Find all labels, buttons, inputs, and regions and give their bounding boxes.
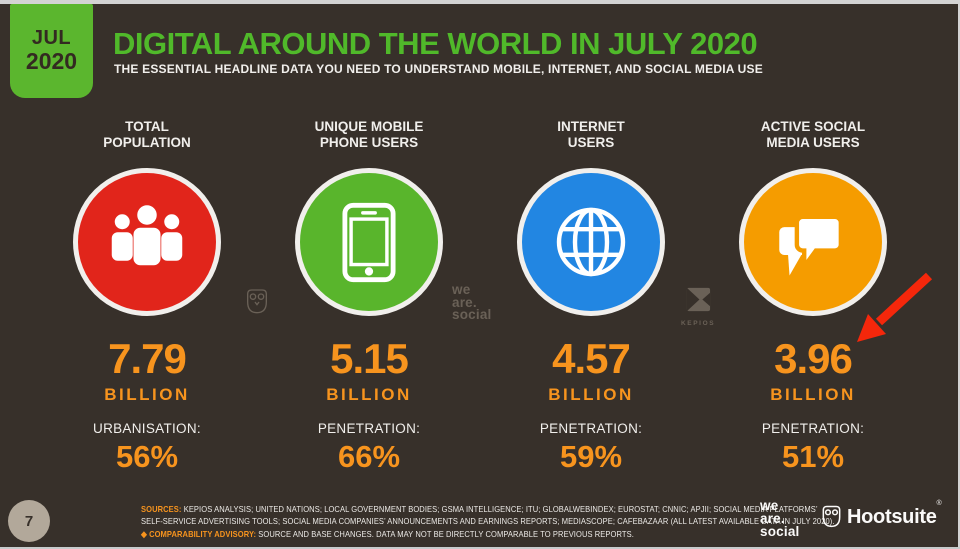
stat-column-total-population: TOTAL POPULATION 7.79 BILLION URBANISATI… (36, 119, 258, 472)
sources-text: SOURCES: KEPIOS ANALYSIS; UNITED NATIONS… (141, 503, 835, 540)
metric-value: 59% (559, 438, 623, 474)
we-are-social-watermark: we are. social (452, 282, 492, 322)
hootsuite-owl-icon (822, 505, 841, 528)
stat-column-mobile-users: UNIQUE MOBILE PHONE USERS 5.15 BILLION P… (258, 119, 480, 472)
bottom-edge-strip (0, 547, 960, 549)
globe-icon (556, 207, 626, 277)
stat-unit: BILLION (326, 385, 412, 404)
mobile-circle (295, 168, 443, 316)
badge-month: JUL (31, 27, 72, 50)
stat-value: 7.79 (108, 335, 187, 382)
date-badge: JUL 2020 (10, 4, 93, 98)
stats-grid: TOTAL POPULATION 7.79 BILLION URBANISATI… (36, 119, 924, 472)
kepios-watermark-label: KEPIOS (681, 320, 716, 327)
top-edge-strip (0, 0, 960, 4)
stat-title: TOTAL POPULATION (103, 119, 191, 150)
stat-column-internet-users: INTERNET USERS 4.57 BILLION PENETRATION:… (480, 119, 702, 472)
stat-value-highlighted: 3.96 (774, 335, 853, 382)
we-are-social-logo: we are. social (760, 498, 800, 539)
stat-unit: BILLION (770, 385, 856, 404)
stat-value: 5.15 (330, 335, 409, 382)
metric-value: 56% (115, 438, 179, 474)
stat-title: INTERNET USERS (557, 119, 625, 150)
metric-label: URBANISATION: (93, 421, 201, 436)
kepios-watermark: KEPIOS (681, 286, 715, 327)
stat-column-social-users: ACTIVE SOCIAL MEDIA USERS 3.96 BILLION P… (702, 119, 924, 472)
stat-title: UNIQUE MOBILE PHONE USERS (314, 119, 424, 150)
metric-label: PENETRATION: (317, 421, 421, 436)
page-subtitle: THE ESSENTIAL HEADLINE DATA YOU NEED TO … (114, 62, 763, 76)
metric-label: PENETRATION: (761, 421, 865, 436)
chat-bubbles-icon (779, 214, 844, 275)
page-number-badge: 7 (8, 500, 50, 542)
stat-unit: BILLION (104, 385, 190, 404)
people-icon (111, 205, 183, 266)
metric-value: 66% (337, 438, 401, 474)
page-title: DIGITAL AROUND THE WORLD IN JULY 2020 (113, 26, 758, 61)
hootsuite-logo: Hootsuite® (821, 499, 942, 530)
highlight-arrow (857, 272, 933, 342)
hootsuite-owl-watermark-icon (245, 283, 269, 326)
internet-circle (517, 168, 665, 316)
sources-line-1: SOURCES: KEPIOS ANALYSIS; UNITED NATIONS… (141, 504, 818, 514)
population-circle (73, 168, 221, 316)
metric-value: 51% (781, 438, 845, 474)
badge-year: 2020 (25, 48, 78, 75)
stat-value: 4.57 (552, 335, 631, 382)
kepios-logo-icon (686, 287, 710, 312)
right-edge-strip (958, 0, 960, 549)
metric-label: PENETRATION: (539, 421, 643, 436)
stat-unit: BILLION (548, 385, 634, 404)
mobile-phone-icon (342, 202, 396, 282)
stat-title: ACTIVE SOCIAL MEDIA USERS (760, 119, 866, 150)
advisory-line: ◆ COMPARABILITY ADVISORY: SOURCE AND BAS… (141, 528, 634, 539)
hootsuite-wordmark: Hootsuite® (847, 499, 942, 528)
sources-line-2: SELF-SERVICE ADVERTISING TOOLS; SOCIAL M… (141, 516, 835, 527)
social-circle (739, 168, 887, 316)
